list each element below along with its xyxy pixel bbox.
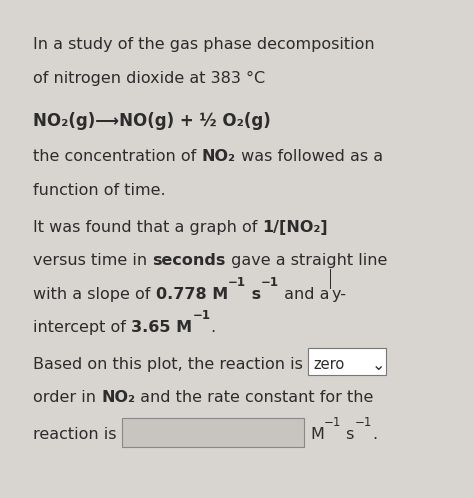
Text: was followed as a: was followed as a [236,149,383,164]
Text: It was found that a graph of: It was found that a graph of [33,220,263,235]
Text: 3.65 M: 3.65 M [131,320,192,335]
Text: NO₂: NO₂ [101,390,135,405]
Text: −1: −1 [355,416,372,429]
Text: ⌄: ⌄ [372,358,385,373]
Text: M: M [310,427,324,442]
Text: intercept of: intercept of [33,320,131,335]
Text: order in: order in [33,390,101,405]
FancyBboxPatch shape [122,418,304,447]
Text: the concentration of: the concentration of [33,149,201,164]
Text: seconds: seconds [153,253,226,268]
FancyBboxPatch shape [329,269,331,289]
Text: and a: and a [279,287,329,302]
Text: reaction is: reaction is [33,427,122,442]
Text: 1/[NO₂]: 1/[NO₂] [263,220,328,235]
Text: −1: −1 [261,276,279,289]
Text: versus time in: versus time in [33,253,153,268]
Text: function of time.: function of time. [33,183,166,198]
Text: s: s [246,287,261,302]
Text: In a study of the gas phase decomposition: In a study of the gas phase decompositio… [33,37,375,52]
Text: NO₂(g)⟶NO(g) + ½ O₂(g): NO₂(g)⟶NO(g) + ½ O₂(g) [33,112,271,130]
Text: with a slope of: with a slope of [33,287,155,302]
Text: −1: −1 [324,416,341,429]
Text: Based on this plot, the reaction is: Based on this plot, the reaction is [33,357,308,372]
Text: 0.778 M: 0.778 M [155,287,228,302]
Text: −1: −1 [228,276,246,289]
Text: and the rate constant for the: and the rate constant for the [135,390,374,405]
Text: .: . [210,320,215,335]
FancyBboxPatch shape [308,348,386,375]
Text: −1: −1 [192,309,210,322]
Text: NO₂: NO₂ [201,149,236,164]
Text: .: . [372,427,377,442]
Text: zero: zero [314,357,345,372]
Text: gave a straight line: gave a straight line [226,253,387,268]
Text: y-: y- [331,287,346,302]
Text: s: s [341,427,355,442]
Text: of nitrogen dioxide at 383 °C: of nitrogen dioxide at 383 °C [33,71,265,86]
